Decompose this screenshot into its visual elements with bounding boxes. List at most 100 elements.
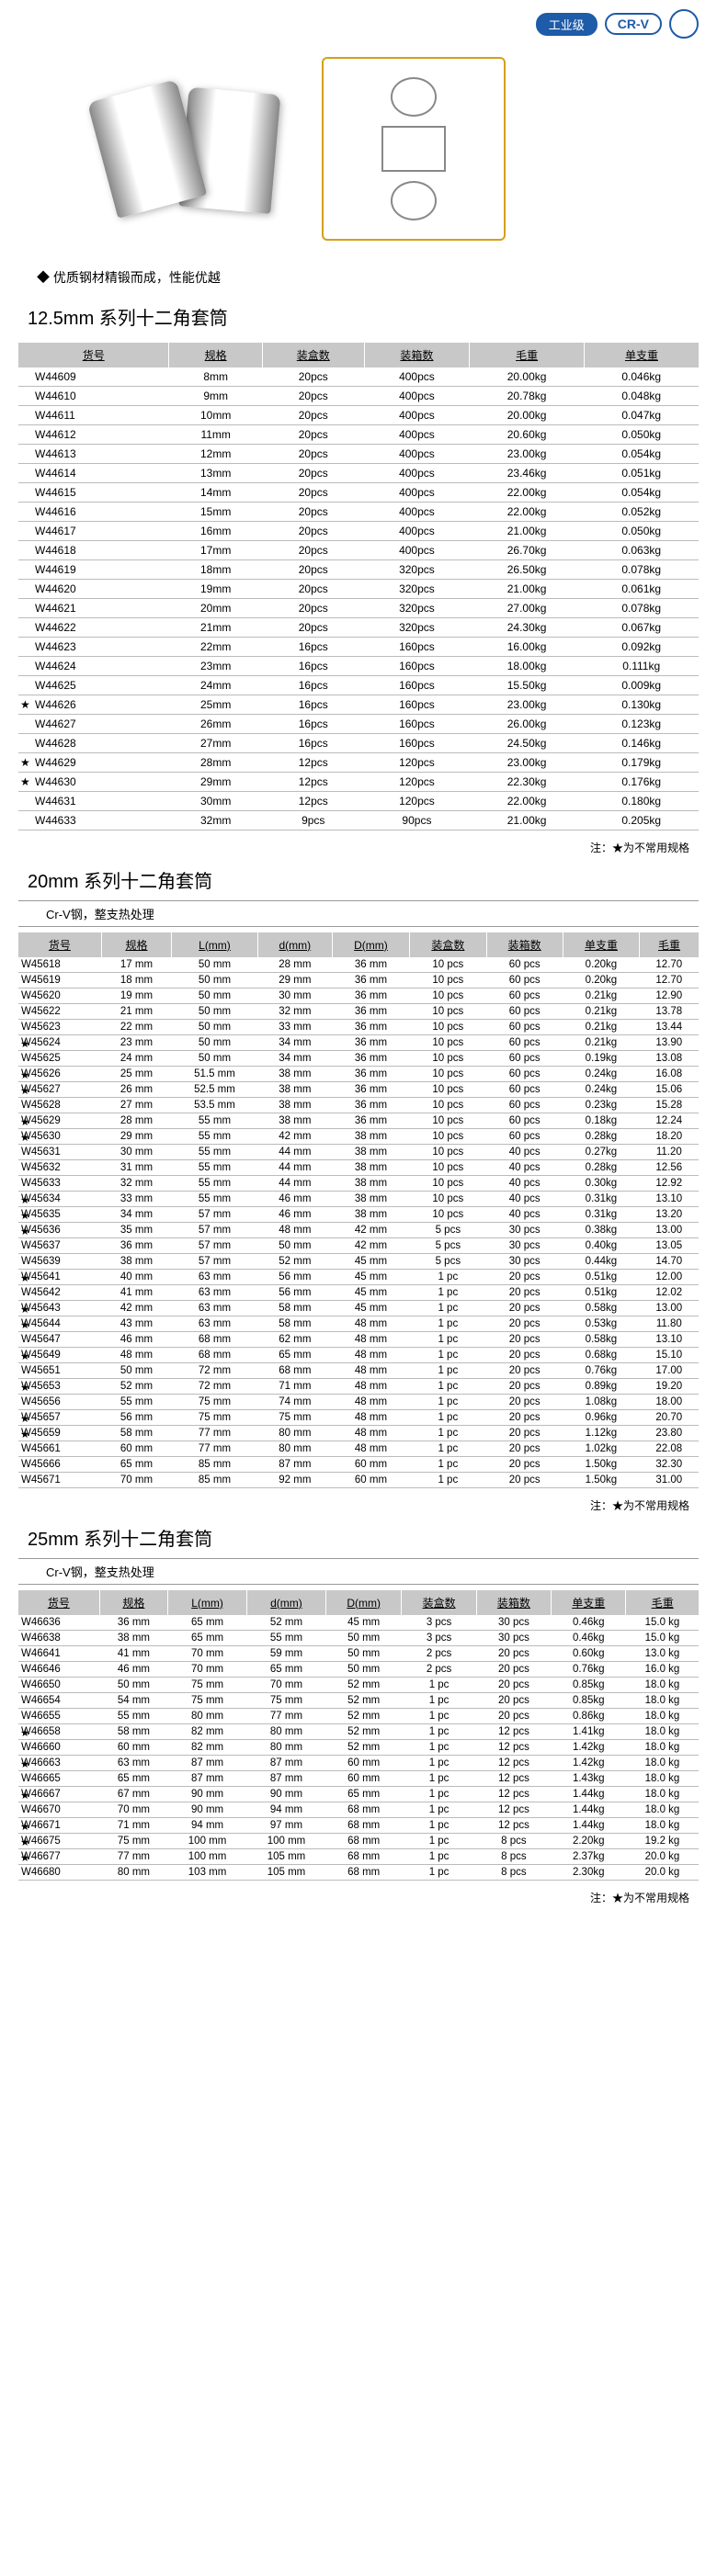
table-row: W4666060 mm82 mm80 mm52 mm1 pc12 pcs1.42…	[18, 1740, 699, 1756]
table-row: W4461514mm20pcs400pcs22.00kg0.054kg	[18, 483, 699, 503]
col-header: 规格	[99, 1590, 167, 1615]
hero	[0, 48, 717, 259]
table-row: W4663636 mm65 mm52 mm45 mm3 pcs30 pcs0.4…	[18, 1615, 699, 1631]
table2: 货号规格L(mm)d(mm)D(mm)装盒数装箱数单支重毛重W4561817 m…	[18, 932, 699, 1488]
table-row: W4565958 mm77 mm80 mm48 mm1 pc20 pcs1.12…	[18, 1426, 699, 1441]
table-row: W4563534 mm57 mm46 mm38 mm10 pcs40 pcs0.…	[18, 1207, 699, 1223]
table-row: W4462524mm16pcs160pcs15.50kg0.009kg	[18, 676, 699, 695]
col-header: 装盒数	[262, 343, 364, 367]
table-row: W4462423mm16pcs160pcs18.00kg0.111kg	[18, 657, 699, 676]
table-row: W4665858 mm82 mm80 mm52 mm1 pc12 pcs1.41…	[18, 1724, 699, 1740]
table-row: W4667171 mm94 mm97 mm68 mm1 pc12 pcs1.44…	[18, 1818, 699, 1834]
table-row: W4562625 mm51.5 mm38 mm36 mm10 pcs60 pcs…	[18, 1067, 699, 1082]
note3: 注：★为不常用规格	[0, 1886, 717, 1909]
table-row: W4462019mm20pcs320pcs21.00kg0.061kg	[18, 580, 699, 599]
circle-icon	[669, 9, 699, 39]
table-row: W4565150 mm72 mm68 mm48 mm1 pc20 pcs0.76…	[18, 1363, 699, 1379]
table-row: W4562524 mm50 mm34 mm36 mm10 pcs60 pcs0.…	[18, 1051, 699, 1067]
col-header: 装盒数	[410, 932, 486, 957]
table-row: W4566665 mm85 mm87 mm60 mm1 pc20 pcs1.50…	[18, 1457, 699, 1473]
table-row: W4566160 mm77 mm80 mm48 mm1 pc20 pcs1.02…	[18, 1441, 699, 1457]
col-header: 装箱数	[486, 932, 563, 957]
table-row: W4563130 mm55 mm44 mm38 mm10 pcs40 pcs0.…	[18, 1145, 699, 1160]
col-header: 毛重	[470, 343, 585, 367]
col-header: 毛重	[640, 932, 699, 957]
table-row: W4563635 mm57 mm48 mm42 mm5 pcs30 pcs0.3…	[18, 1223, 699, 1238]
table3: 货号规格L(mm)d(mm)D(mm)装盒数装箱数单支重毛重W4663636 m…	[18, 1590, 699, 1881]
table-row: W4565352 mm72 mm71 mm48 mm1 pc20 pcs0.89…	[18, 1379, 699, 1395]
col-header: d(mm)	[257, 932, 332, 957]
table-row: W4561918 mm50 mm29 mm36 mm10 pcs60 pcs0.…	[18, 973, 699, 989]
table-row: W4461211mm20pcs400pcs20.60kg0.050kg	[18, 425, 699, 445]
table-row: W4463029mm12pcs120pcs22.30kg0.176kg	[18, 773, 699, 792]
table-row: W4462625mm16pcs160pcs23.00kg0.130kg	[18, 695, 699, 715]
section2-title: 20mm 系列十二角套筒	[0, 859, 717, 900]
table-row: W446109mm20pcs400pcs20.78kg0.048kg	[18, 387, 699, 406]
col-header: 装盒数	[402, 1590, 476, 1615]
col-header: 单支重	[552, 1590, 626, 1615]
table-row: W4563029 mm55 mm42 mm38 mm10 pcs60 pcs0.…	[18, 1129, 699, 1145]
table-row: W446098mm20pcs400pcs20.00kg0.046kg	[18, 367, 699, 387]
table-row: W4462221mm20pcs320pcs24.30kg0.067kg	[18, 618, 699, 638]
table-row: W4562019 mm50 mm30 mm36 mm10 pcs60 pcs0.…	[18, 989, 699, 1004]
table-row: W4562322 mm50 mm33 mm36 mm10 pcs60 pcs0.…	[18, 1020, 699, 1035]
col-header: L(mm)	[172, 932, 258, 957]
table-row: W4461716mm20pcs400pcs21.00kg0.050kg	[18, 522, 699, 541]
feature-bullet: 优质钢材精锻而成，性能优越	[0, 259, 717, 296]
col-header: L(mm)	[168, 1590, 247, 1615]
table-row: W4462120mm20pcs320pcs27.00kg0.078kg	[18, 599, 699, 618]
table-row: W4665454 mm75 mm75 mm52 mm1 pc20 pcs0.85…	[18, 1693, 699, 1709]
table-row: W4565756 mm75 mm75 mm48 mm1 pc20 pcs0.96…	[18, 1410, 699, 1426]
col-header: 规格	[169, 343, 263, 367]
table-row: W4562221 mm50 mm32 mm36 mm10 pcs60 pcs0.…	[18, 1004, 699, 1020]
badge-industrial: 工业级	[536, 13, 598, 36]
table-row: W4562827 mm53.5 mm38 mm36 mm10 pcs60 pcs…	[18, 1098, 699, 1113]
table-row: W4666363 mm87 mm87 mm60 mm1 pc12 pcs1.42…	[18, 1756, 699, 1771]
table-row: W4563332 mm55 mm44 mm38 mm10 pcs40 pcs0.…	[18, 1176, 699, 1192]
table-row: W4563433 mm55 mm46 mm38 mm10 pcs40 pcs0.…	[18, 1192, 699, 1207]
table-row: W4462322mm16pcs160pcs16.00kg0.092kg	[18, 638, 699, 657]
table-row: W4667070 mm90 mm94 mm68 mm1 pc12 pcs1.44…	[18, 1802, 699, 1818]
table-row: W4665555 mm80 mm77 mm52 mm1 pc20 pcs0.86…	[18, 1709, 699, 1724]
col-header: 单支重	[563, 932, 639, 957]
col-header: 规格	[101, 932, 171, 957]
table-row: W4663838 mm65 mm55 mm50 mm3 pcs30 pcs0.4…	[18, 1631, 699, 1646]
col-header: d(mm)	[247, 1590, 326, 1615]
table-row: W4461312mm20pcs400pcs23.00kg0.054kg	[18, 445, 699, 464]
table-row: W4561817 mm50 mm28 mm36 mm10 pcs60 pcs0.…	[18, 957, 699, 973]
table-row: W4564140 mm63 mm56 mm45 mm1 pc20 pcs0.51…	[18, 1270, 699, 1285]
note1: 注：★为不常用规格	[0, 836, 717, 859]
table-row: W4562726 mm52.5 mm38 mm36 mm10 pcs60 pcs…	[18, 1082, 699, 1098]
table-row: W4667777 mm100 mm105 mm68 mm1 pc8 pcs2.3…	[18, 1849, 699, 1865]
table-row: W4666767 mm90 mm90 mm65 mm1 pc12 pcs1.44…	[18, 1787, 699, 1802]
table-row: W4665050 mm75 mm70 mm52 mm1 pc20 pcs0.85…	[18, 1678, 699, 1693]
section3-title: 25mm 系列十二角套筒	[0, 1517, 717, 1558]
col-header: 单支重	[584, 343, 699, 367]
col-header: 装箱数	[476, 1590, 551, 1615]
diagram	[322, 57, 506, 241]
col-header: 货号	[18, 343, 169, 367]
table-row: W4563938 mm57 mm52 mm45 mm5 pcs30 pcs0.4…	[18, 1254, 699, 1270]
col-header: 装箱数	[364, 343, 470, 367]
table-row: W4564443 mm63 mm58 mm48 mm1 pc20 pcs0.53…	[18, 1316, 699, 1332]
table-row: W4462928mm12pcs120pcs23.00kg0.179kg	[18, 753, 699, 773]
table-row: W4461817mm20pcs400pcs26.70kg0.063kg	[18, 541, 699, 560]
table-row: W4664141 mm70 mm59 mm50 mm2 pcs20 pcs0.6…	[18, 1646, 699, 1662]
section1-title: 12.5mm 系列十二角套筒	[0, 296, 717, 337]
table-row: W4461110mm20pcs400pcs20.00kg0.047kg	[18, 406, 699, 425]
table-row: W4461413mm20pcs400pcs23.46kg0.051kg	[18, 464, 699, 483]
table-row: W4564241 mm63 mm56 mm45 mm1 pc20 pcs0.51…	[18, 1285, 699, 1301]
table-row: W4565655 mm75 mm74 mm48 mm1 pc20 pcs1.08…	[18, 1395, 699, 1410]
col-header: 毛重	[626, 1590, 699, 1615]
table-row: W4562928 mm55 mm38 mm36 mm10 pcs60 pcs0.…	[18, 1113, 699, 1129]
table-row: W4563231 mm55 mm44 mm38 mm10 pcs40 pcs0.…	[18, 1160, 699, 1176]
table-row: W4668080 mm103 mm105 mm68 mm1 pc8 pcs2.3…	[18, 1865, 699, 1881]
table-row: W4462827mm16pcs160pcs24.50kg0.146kg	[18, 734, 699, 753]
table-row: W4667575 mm100 mm100 mm68 mm1 pc8 pcs2.2…	[18, 1834, 699, 1849]
note2: 注：★为不常用规格	[0, 1494, 717, 1517]
table-row: W4461918mm20pcs320pcs26.50kg0.078kg	[18, 560, 699, 580]
table-row: W4562423 mm50 mm34 mm36 mm10 pcs60 pcs0.…	[18, 1035, 699, 1051]
header: 工业级 CR-V	[0, 0, 717, 48]
table-row: W4564746 mm68 mm62 mm48 mm1 pc20 pcs0.58…	[18, 1332, 699, 1348]
col-header: D(mm)	[325, 1590, 401, 1615]
